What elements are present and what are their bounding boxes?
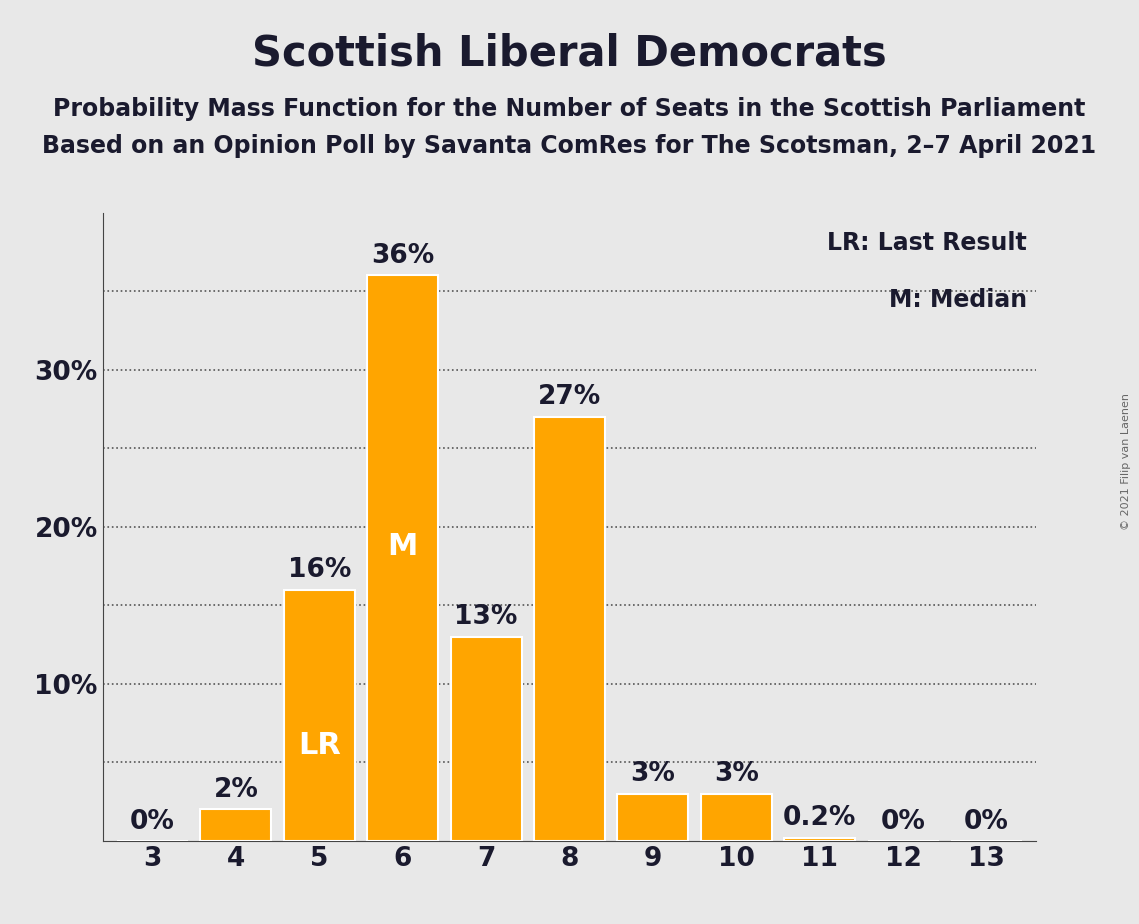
Bar (700, 794, 772, 841)
Bar (617, 794, 688, 841)
Text: Probability Mass Function for the Number of Seats in the Scottish Parliament: Probability Mass Function for the Number… (54, 97, 1085, 121)
Text: 27%: 27% (538, 384, 601, 410)
Text: 3%: 3% (631, 761, 675, 787)
Text: 0.2%: 0.2% (782, 806, 857, 832)
Text: 3%: 3% (714, 761, 759, 787)
Bar (534, 417, 605, 841)
Text: 2%: 2% (213, 777, 259, 803)
Text: © 2021 Filip van Laenen: © 2021 Filip van Laenen (1121, 394, 1131, 530)
Bar (451, 637, 522, 841)
Text: M: M (387, 532, 418, 561)
Text: 0%: 0% (130, 808, 175, 834)
Text: LR: Last Result: LR: Last Result (827, 231, 1027, 255)
Text: 0%: 0% (880, 808, 926, 834)
Text: M: Median: M: Median (890, 288, 1027, 312)
Bar (367, 275, 439, 841)
Text: Based on an Opinion Poll by Savanta ComRes for The Scotsman, 2–7 April 2021: Based on an Opinion Poll by Savanta ComR… (42, 134, 1097, 158)
Text: LR: LR (298, 731, 341, 760)
Text: 36%: 36% (371, 243, 434, 269)
Bar (200, 809, 271, 841)
Text: 0%: 0% (964, 808, 1009, 834)
Text: 13%: 13% (454, 604, 518, 630)
Text: 16%: 16% (288, 557, 351, 583)
Bar (785, 838, 855, 841)
Bar (284, 590, 354, 841)
Text: Scottish Liberal Democrats: Scottish Liberal Democrats (252, 32, 887, 74)
